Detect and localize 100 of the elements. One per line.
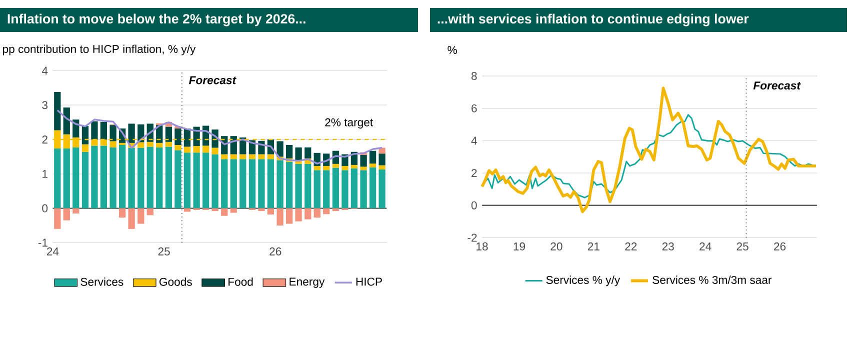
bar: [63, 108, 70, 134]
bar: [286, 162, 293, 208]
x-tick-label: 23: [662, 242, 674, 250]
bar: [248, 154, 256, 160]
bar: [174, 150, 182, 208]
y-axis-title: %: [448, 46, 457, 54]
bar: [221, 154, 228, 160]
y-tick-label: 0: [471, 201, 477, 210]
bar: [184, 152, 191, 208]
bar: [212, 208, 218, 212]
x-tick-label: 20: [550, 242, 562, 250]
ref-line-label: Forecast: [189, 76, 236, 84]
bar: [276, 141, 284, 157]
bar: [369, 167, 376, 208]
y-tick-label: 3: [42, 101, 48, 110]
bar: [165, 126, 172, 142]
legend-label: Energy: [290, 278, 325, 288]
bar: [156, 142, 163, 148]
bar: [342, 166, 348, 170]
bar: [91, 146, 98, 208]
bar: [212, 154, 218, 208]
y-tick-label: 4: [471, 136, 477, 145]
line-series: [56, 109, 383, 164]
bar: [212, 148, 218, 154]
y-tick-label: -2: [468, 234, 477, 242]
bar: [304, 147, 312, 158]
bar: [258, 154, 265, 160]
bar: [193, 152, 200, 208]
bar: [174, 128, 182, 145]
bar: [63, 208, 70, 220]
bar: [304, 164, 312, 208]
bar: [378, 154, 386, 166]
x-tick-label: 26: [774, 242, 786, 250]
bar: [295, 164, 302, 208]
bar: [118, 145, 126, 208]
bar: [128, 208, 135, 229]
bar: [276, 208, 284, 226]
x-tick-label: 19: [514, 242, 525, 250]
bar: [138, 208, 144, 224]
bar: [146, 142, 154, 147]
bar: [258, 208, 265, 212]
ref-line-label: 2% target: [325, 118, 374, 129]
bar: [91, 121, 98, 140]
bar: [276, 160, 284, 208]
bar: [378, 165, 386, 170]
bar: [323, 166, 330, 170]
bar: [230, 154, 237, 160]
bar: [82, 126, 89, 144]
bar: [165, 146, 172, 208]
bar: [202, 152, 210, 208]
bar: [323, 208, 330, 214]
legend-label: Goods: [160, 278, 192, 286]
bar: [54, 208, 61, 229]
bar: [240, 154, 246, 160]
bar: [221, 208, 228, 216]
bar: [314, 208, 320, 218]
y-axis-title: pp contribution to HICP inflation, % y/y: [3, 44, 196, 56]
bar: [342, 170, 348, 208]
y-tick-label: 2: [472, 169, 477, 177]
bar: [146, 146, 154, 208]
bar: [267, 159, 274, 208]
bar: [54, 148, 61, 208]
bar: [350, 168, 358, 208]
bar: [184, 146, 191, 153]
bar: [193, 146, 200, 153]
legend-label: Services: [80, 278, 124, 286]
y-tick-label: 6: [472, 104, 477, 112]
x-tick-label: 25: [736, 242, 748, 250]
bar: [332, 168, 340, 208]
bar: [267, 208, 274, 214]
bar: [360, 170, 367, 208]
legend-label: HICP: [356, 278, 382, 286]
bar: [295, 208, 302, 222]
bar: [138, 142, 144, 148]
chart-title: ...with services inflation to continue edging lower: [438, 14, 749, 26]
bar: [72, 208, 80, 214]
bar: [248, 159, 256, 208]
y-tick-label: 1: [42, 170, 48, 178]
x-tick-label: 24: [46, 247, 59, 256]
bar: [369, 150, 376, 164]
bar: [240, 159, 246, 208]
bar: [63, 148, 70, 208]
bar: [360, 166, 367, 170]
bar: [267, 154, 274, 160]
bar: [174, 145, 182, 150]
bar: [295, 147, 302, 160]
bar: [286, 145, 293, 158]
bar: [128, 148, 135, 208]
bar: [258, 159, 265, 208]
bar: [54, 92, 61, 130]
x-tick-label: 18: [476, 242, 488, 250]
y-tick-label: 2: [42, 136, 48, 144]
bar: [314, 166, 320, 170]
x-tick-label: 22: [625, 242, 637, 250]
bar: [165, 142, 172, 147]
bar: [230, 208, 237, 213]
bar: [221, 159, 228, 208]
bar: [230, 159, 237, 208]
y-tick-label: -1: [38, 238, 48, 247]
bar: [202, 146, 210, 153]
